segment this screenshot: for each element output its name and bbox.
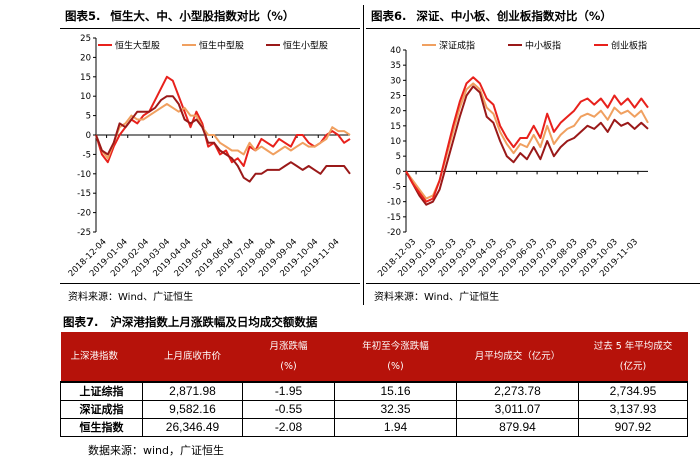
chart5-y-tick-label: 0 — [86, 131, 91, 141]
chart6-source: 资料来源：Wind、广证恒生 — [374, 288, 499, 303]
cell-name: 恒生指数 — [61, 418, 143, 436]
chart5-y-tick-label: -15 — [77, 189, 91, 199]
chart5-label: 图表5. — [65, 9, 100, 23]
panel-divider — [363, 5, 364, 305]
chart6-y-tick-label: 35 — [390, 61, 401, 71]
chart6-legend-label: 中小板指 — [525, 40, 561, 52]
chart6-legend-label: 创业板指 — [611, 40, 647, 52]
chart5-source: 资料来源：Wind、广证恒生 — [68, 288, 193, 303]
cell-monthly-change: -1.95 — [243, 382, 335, 400]
chart5-y-tick-label: 10 — [80, 92, 91, 102]
cell-5y-turnover: 2,734.95 — [579, 382, 688, 400]
table-row: 上证综指 2,871.98 -1.95 15.16 2,273.78 2,734… — [61, 382, 688, 400]
cell-ytd-change: 1.94 — [335, 418, 457, 436]
chart5-y-tick-label: 25 — [80, 34, 91, 44]
chart6-y-tick-label: 25 — [390, 92, 401, 102]
chart5-series-line — [96, 96, 350, 181]
chart5-y-tick-label: -10 — [77, 170, 91, 180]
table-row: 恒生指数 26,346.49 -2.08 1.94 879.94 907.92 — [61, 418, 688, 436]
chart6-y-tick-label: 30 — [390, 76, 401, 86]
cell-name: 深证成指 — [61, 400, 143, 418]
chart6-panel: 图表6. 深证、中小板、创业板指数对比（%） -20 -15 -10 -5 0 5 10 15 2… — [366, 0, 700, 305]
table7-title: 图表7. 沪深港指数上月涨跌幅及日均成交额数据 — [63, 314, 317, 330]
header-ytd-change-l2: (%) — [387, 361, 403, 372]
header-close: 上月底收市价 — [143, 332, 243, 382]
chart5-bottom-rule — [60, 283, 360, 284]
chart6-y-tick-label: 15 — [390, 122, 401, 132]
chart5-y-tick-label: -5 — [83, 150, 91, 160]
table7-label: 图表7. — [63, 315, 98, 329]
header-5y-turnover-l2: (亿元) — [620, 361, 646, 372]
header-index: 上深港指数 — [61, 332, 143, 382]
chart5-legend-label: 恒生中型股 — [199, 40, 244, 52]
chart5-y-tick-label: 5 — [86, 112, 91, 122]
chart6-y-tick-label: 20 — [390, 107, 401, 117]
chart6-y-tick-label: -5 — [393, 183, 401, 193]
header-ytd-change-l1: 年初至今涨跌幅 — [362, 341, 429, 352]
chart6-y-tick-label: 0 — [396, 167, 401, 177]
chart5-y-tick-label: -25 — [77, 228, 91, 238]
cell-monthly-change: -2.08 — [243, 418, 335, 436]
chart6-y-tick-label: -10 — [387, 198, 401, 208]
table-row: 深证成指 9,582.16 -0.55 32.35 3,011.07 3,137… — [61, 400, 688, 418]
chart5-series-line — [96, 104, 350, 158]
chart6-title: 图表6. 深证、中小板、创业板指数对比（%） — [371, 8, 612, 24]
cell-close: 9,582.16 — [143, 400, 243, 418]
header-monthly-change-l2: (%) — [280, 361, 296, 372]
cell-ytd-change: 32.35 — [335, 400, 457, 418]
header-monthly-turnover: 月平均成交（亿元） — [457, 332, 579, 382]
chart6-plot: -20-15-10-505101520253035402018-12-03201… — [366, 30, 700, 292]
chart5-title: 图表5. 恒生大、中、小型股指数对比（%） — [65, 8, 294, 24]
header-monthly-change: 月涨跌幅 (%) — [243, 332, 335, 382]
chart6-y-tick-label: -15 — [387, 213, 401, 223]
chart6-top-rule — [366, 28, 700, 29]
header-5y-turnover-l1: 过去 5 年平均成交 — [594, 341, 673, 352]
cell-close: 2,871.98 — [143, 382, 243, 400]
table7-title-text: 沪深港指数上月涨跌幅及日均成交额数据 — [110, 315, 317, 329]
chart6-label: 图表6. — [371, 9, 406, 23]
chart5-plot: -25-20-15-10-505101520252018-12-042019-0… — [60, 30, 360, 292]
chart6-y-tick-label: -20 — [387, 228, 401, 238]
chart6-y-tick-label: 5 — [396, 152, 401, 162]
chart5-y-tick-label: -20 — [77, 209, 91, 219]
chart5-y-tick-label: 20 — [80, 53, 91, 63]
header-5y-turnover: 过去 5 年平均成交 (亿元) — [579, 332, 688, 382]
cell-monthly-turnover: 879.94 — [457, 418, 579, 436]
cell-monthly-turnover: 3,011.07 — [457, 400, 579, 418]
chart5-panel: 图表5. 恒生大、中、小型股指数对比（%） -25 -20 -15 -10 -5 0 5 10 1… — [60, 0, 360, 305]
chart5-legend-label: 恒生小型股 — [283, 40, 328, 52]
table7-source: 数据来源：wind，广证恒生 — [88, 442, 224, 458]
header-monthly-change-l1: 月涨跌幅 — [269, 341, 307, 352]
chart6-bottom-rule — [366, 283, 700, 284]
cell-5y-turnover: 907.92 — [579, 418, 688, 436]
cell-close: 26,346.49 — [143, 418, 243, 436]
chart6-title-text: 深证、中小板、创业板指数对比（%） — [416, 9, 612, 23]
cell-monthly-turnover: 2,273.78 — [457, 382, 579, 400]
chart6-y-tick-label: 40 — [390, 46, 401, 56]
chart5-top-rule — [60, 28, 360, 29]
cell-name: 上证综指 — [61, 382, 143, 400]
chart5-y-tick-label: 15 — [80, 73, 91, 83]
table-header-row: 上深港指数 上月底收市价 月涨跌幅 (%) 年初至今涨跌幅 (%) 月平均成交（亿元… — [61, 332, 688, 382]
chart6-y-tick-label: 10 — [390, 137, 401, 147]
chart5-legend-label: 恒生大型股 — [115, 40, 160, 52]
cell-ytd-change: 15.16 — [335, 382, 457, 400]
header-ytd-change: 年初至今涨跌幅 (%) — [335, 332, 457, 382]
chart5-title-text: 恒生大、中、小型股指数对比（%） — [110, 9, 294, 23]
cell-monthly-change: -0.55 — [243, 400, 335, 418]
cell-5y-turnover: 3,137.93 — [579, 400, 688, 418]
index-table: 上深港指数 上月底收市价 月涨跌幅 (%) 年初至今涨跌幅 (%) 月平均成交（亿元… — [60, 332, 688, 437]
chart6-legend-label: 深证成指 — [439, 40, 475, 52]
